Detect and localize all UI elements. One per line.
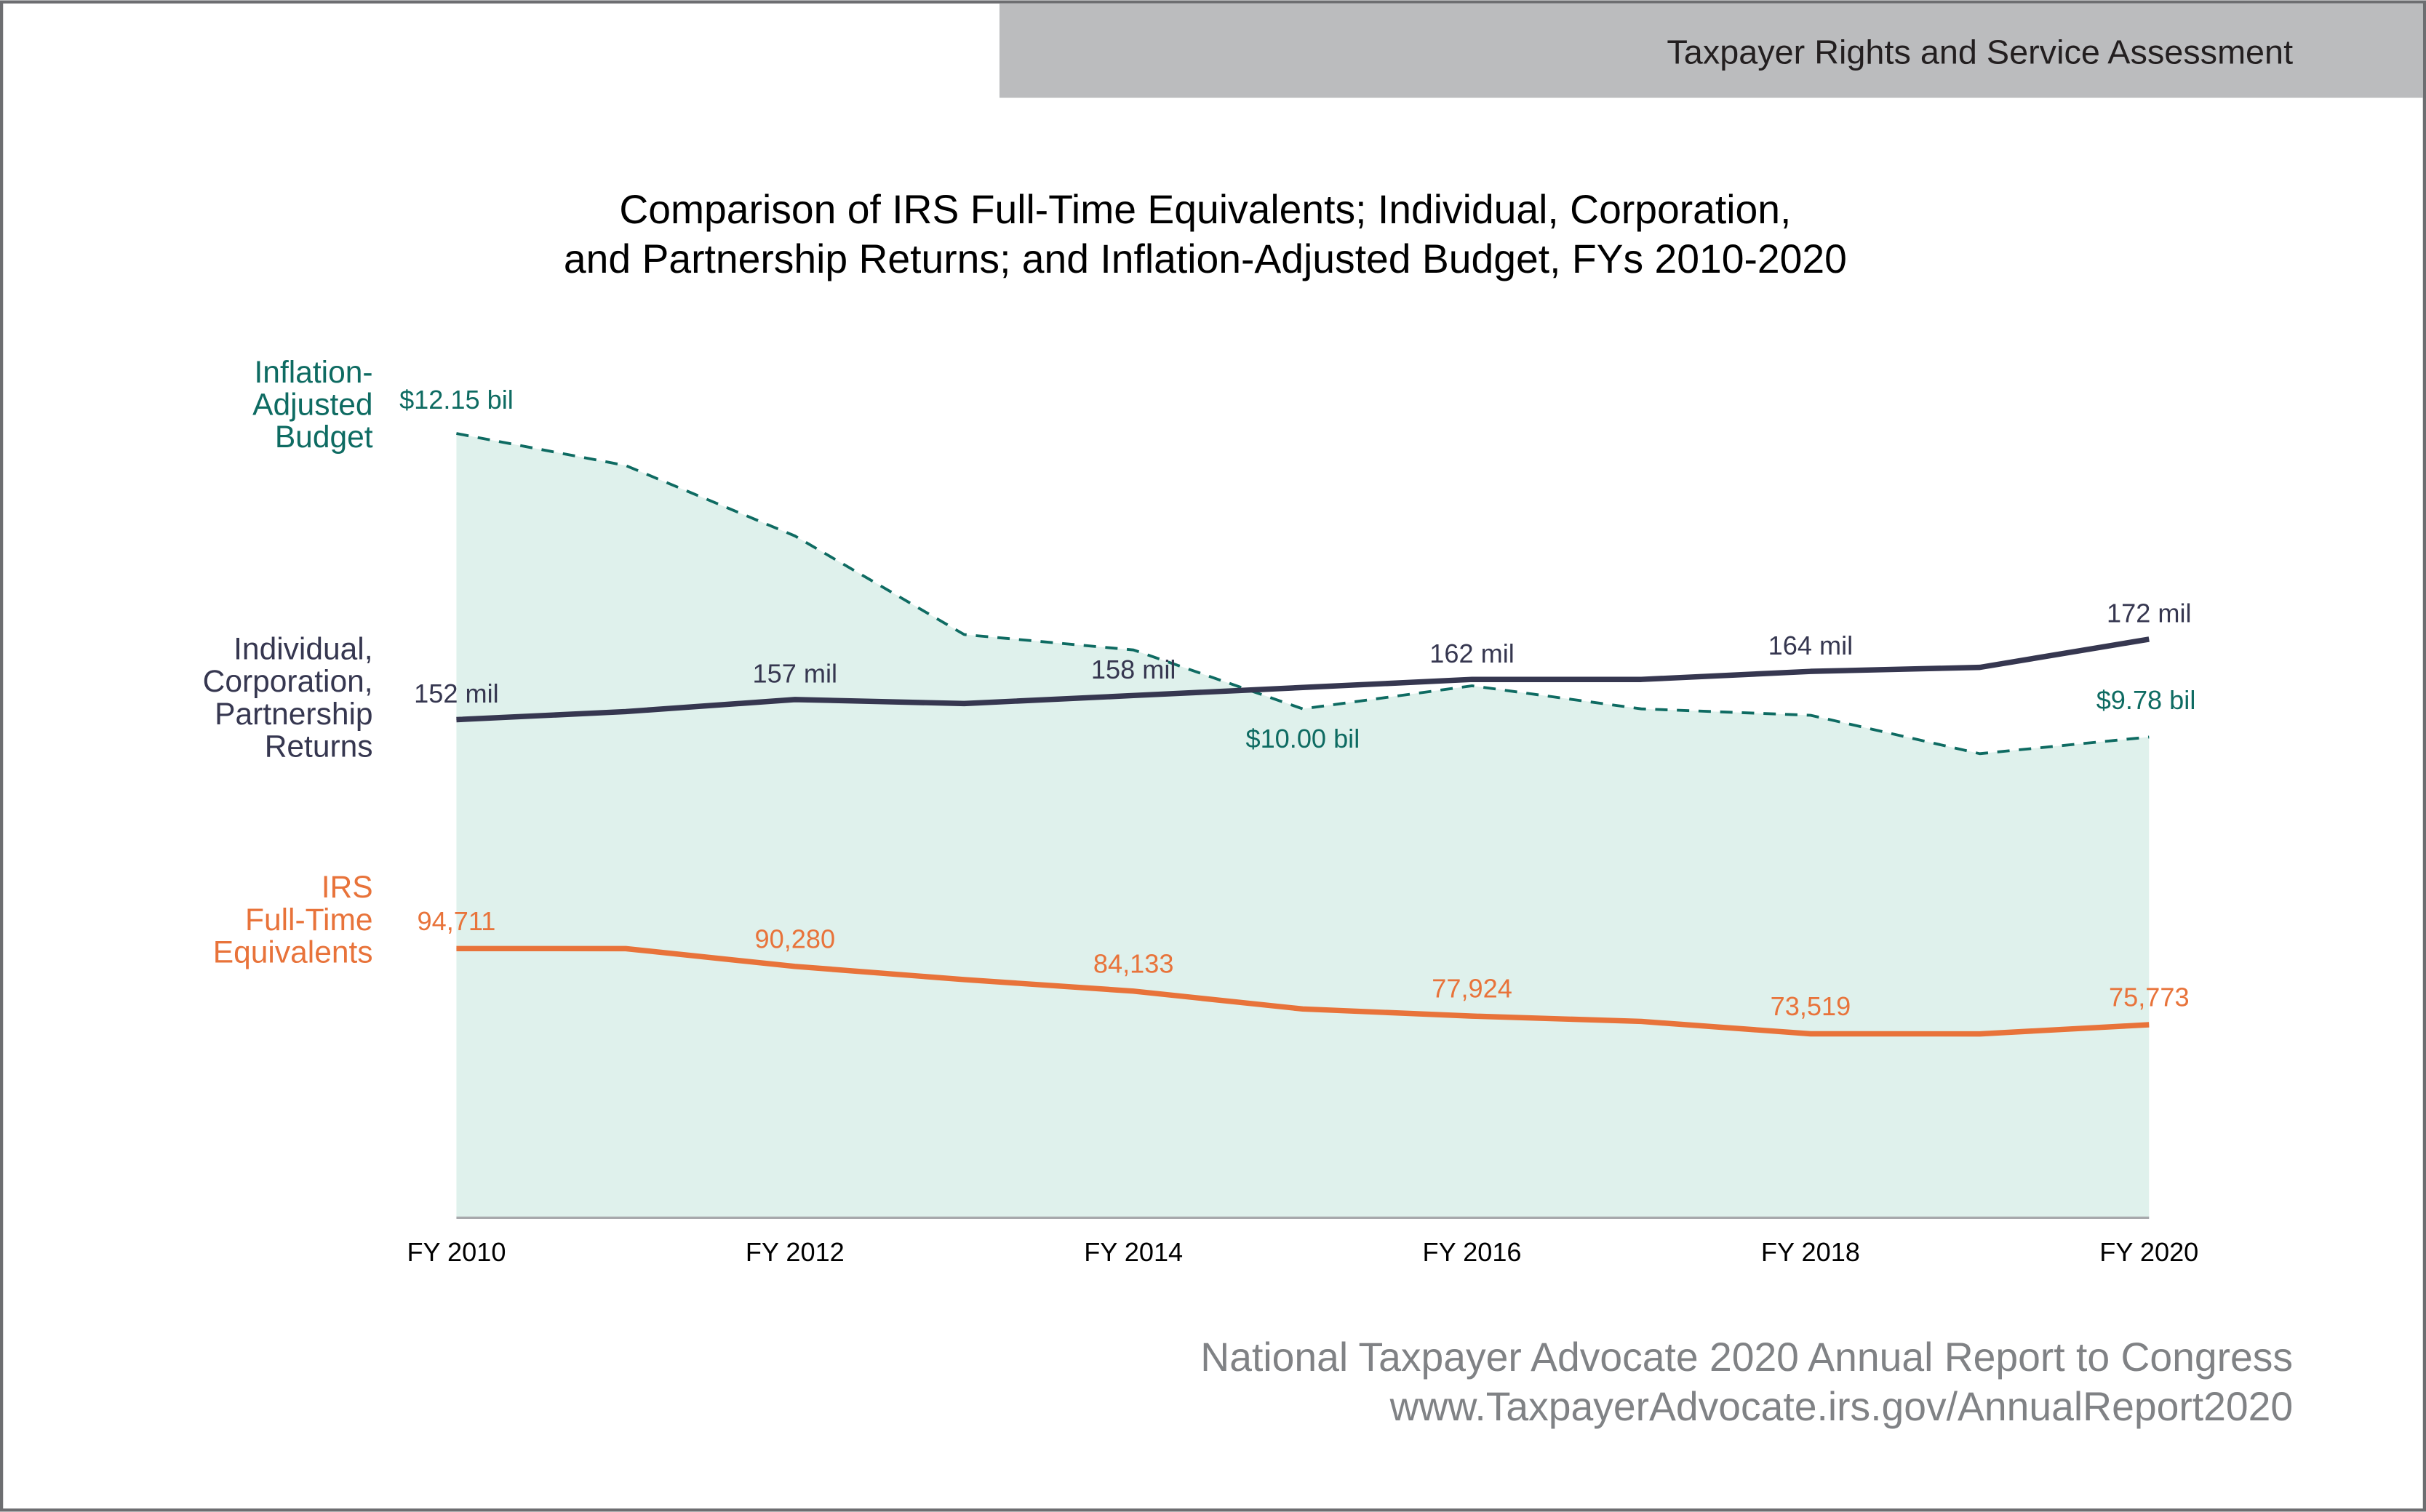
footer-report-title: National Taxpayer Advocate 2020 Annual R… xyxy=(1200,1335,2293,1380)
x-tick-label: FY 2020 xyxy=(2099,1237,2198,1267)
x-axis: FY 2010 FY 2012 FY 2014 FY 2016 FY 2018 FY 20… xyxy=(407,1237,2198,1267)
series-legend-label: Corporation, xyxy=(203,664,373,699)
plot-area: $12.15 bil $10.00 bil $9.78 bil 152 mil 157 … xyxy=(399,385,2196,1219)
series-legend-label: Adjusted xyxy=(252,388,372,423)
data-label: 162 mil xyxy=(1429,639,1515,668)
data-label: 157 mil xyxy=(753,658,838,688)
series-legend-label: Inflation- xyxy=(255,355,373,390)
chart-title-line2: and Partnership Returns; and Inflation-A… xyxy=(564,236,1847,281)
series-legend-label: Returns xyxy=(265,729,373,764)
data-label: 77,924 xyxy=(1432,974,1512,1004)
data-label: 152 mil xyxy=(414,679,499,708)
data-label: 73,519 xyxy=(1771,991,1851,1021)
x-tick-label: FY 2018 xyxy=(1761,1237,1860,1267)
data-label: $12.15 bil xyxy=(399,385,514,415)
data-label: 94,711 xyxy=(418,906,496,936)
x-tick-label: FY 2010 xyxy=(407,1237,506,1267)
data-label: 75,773 xyxy=(2109,983,2190,1012)
series-legend-label: Equivalents xyxy=(213,935,373,969)
budget-area xyxy=(456,433,2150,1218)
series-legend-label: Individual, xyxy=(234,632,372,667)
data-label: 172 mil xyxy=(2107,599,2192,628)
chart-title-line1: Comparison of IRS Full-Time Equivalents;… xyxy=(619,187,1791,232)
data-label: 90,280 xyxy=(755,924,836,953)
series-legend-label: Partnership xyxy=(215,697,372,732)
header-title: Taxpayer Rights and Service Assessment xyxy=(1667,33,2293,71)
data-label: 84,133 xyxy=(1093,948,1174,978)
footer-url: www.TaxpayerAdvocate.irs.gov/AnnualRepor… xyxy=(1389,1384,2293,1429)
data-label: 158 mil xyxy=(1091,655,1176,684)
series-legend-label: Budget xyxy=(275,420,373,455)
x-tick-label: FY 2016 xyxy=(1423,1237,1522,1267)
x-tick-label: FY 2014 xyxy=(1084,1237,1183,1267)
data-label: 164 mil xyxy=(1768,631,1854,660)
series-legend-label: IRS xyxy=(322,870,373,905)
x-tick-label: FY 2012 xyxy=(746,1237,845,1267)
data-label: $9.78 bil xyxy=(2096,685,2196,715)
data-label: $10.00 bil xyxy=(1245,724,1360,753)
header-banner xyxy=(999,3,2423,98)
series-legend-label: Full-Time xyxy=(245,903,373,937)
